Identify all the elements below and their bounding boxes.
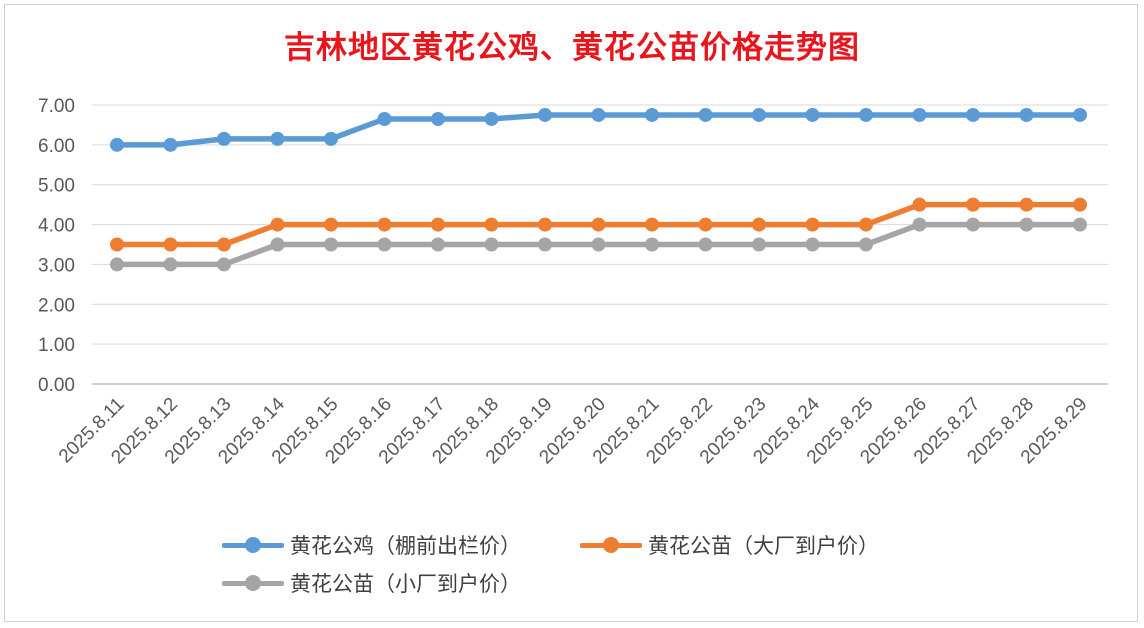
data-point xyxy=(591,237,606,252)
legend-swatch xyxy=(222,535,284,555)
data-point xyxy=(431,111,445,126)
y-axis-ticks: 0.00 1.00 2.00 3.00 4.00 5.00 6.00 7.00 xyxy=(38,96,75,396)
legend-label: 黄花公苗（小厂到户价） xyxy=(290,572,521,596)
data-point xyxy=(859,237,873,252)
legend-item-broiler: 黄花公鸡（棚前出栏价） xyxy=(222,530,521,560)
y-tick-label: 0.00 xyxy=(38,375,75,396)
data-point xyxy=(752,107,766,122)
data-point xyxy=(484,217,499,232)
data-point xyxy=(752,217,766,232)
data-point xyxy=(698,107,713,122)
data-point xyxy=(805,237,820,252)
data-point xyxy=(217,257,231,272)
data-point xyxy=(698,237,713,252)
data-point xyxy=(912,197,927,212)
data-point xyxy=(805,217,820,232)
data-point xyxy=(377,237,392,252)
data-point xyxy=(1073,217,1087,232)
series-lines xyxy=(110,107,1087,272)
data-point xyxy=(538,217,552,232)
data-point xyxy=(110,137,124,152)
y-tick-label: 5.00 xyxy=(38,176,75,197)
data-point xyxy=(966,217,980,232)
data-point xyxy=(270,237,285,252)
data-point xyxy=(1019,107,1034,122)
data-point xyxy=(431,237,445,252)
data-point xyxy=(645,107,659,122)
data-point xyxy=(217,237,231,252)
y-tick-label: 4.00 xyxy=(38,216,75,237)
data-point xyxy=(966,197,980,212)
legend-item-chick-large: 黄花公苗（大厂到户价） xyxy=(580,530,879,560)
data-point xyxy=(270,131,285,146)
data-point xyxy=(431,217,445,232)
data-point xyxy=(324,237,338,252)
data-point xyxy=(645,217,659,232)
data-point xyxy=(912,107,927,122)
data-point xyxy=(538,107,552,122)
data-point xyxy=(484,237,499,252)
series-0 xyxy=(110,107,1087,152)
data-point xyxy=(859,217,873,232)
legend-label: 黄花公鸡（棚前出栏价） xyxy=(290,534,521,558)
series-1 xyxy=(110,197,1087,252)
y-tick-label: 7.00 xyxy=(38,96,75,117)
y-tick-label: 2.00 xyxy=(38,295,75,316)
y-tick-label: 1.00 xyxy=(38,335,75,356)
data-point xyxy=(110,237,124,252)
series-2 xyxy=(110,217,1087,272)
data-point xyxy=(645,237,659,252)
data-point xyxy=(859,107,873,122)
data-point xyxy=(1073,107,1087,122)
y-tick-label: 3.00 xyxy=(38,255,75,276)
data-point xyxy=(377,217,392,232)
data-point xyxy=(805,107,820,122)
data-point xyxy=(538,237,552,252)
data-point xyxy=(270,217,285,232)
legend-label: 黄花公苗（大厂到户价） xyxy=(648,534,879,558)
data-point xyxy=(163,137,178,152)
legend-swatch xyxy=(580,535,642,555)
x-axis-ticks: 2025.8.112025.8.122025.8.132025.8.142025… xyxy=(55,393,1092,468)
data-point xyxy=(110,257,124,272)
y-tick-label: 6.00 xyxy=(38,136,75,157)
data-point xyxy=(377,111,392,126)
chart-title: 吉林地区黄花公鸡、黄花公苗价格走势图 xyxy=(284,30,860,66)
data-point xyxy=(752,237,766,252)
legend-item-chick-small: 黄花公苗（小厂到户价） xyxy=(222,568,521,598)
gridlines xyxy=(92,104,1108,385)
data-point xyxy=(912,217,927,232)
data-point xyxy=(1073,197,1087,212)
data-point xyxy=(217,131,231,146)
data-point xyxy=(484,111,499,126)
data-point xyxy=(1019,197,1034,212)
data-point xyxy=(591,107,606,122)
data-point xyxy=(1019,217,1034,232)
chart-frame xyxy=(4,4,1138,622)
data-point xyxy=(163,257,178,272)
legend-swatch xyxy=(222,573,284,593)
data-point xyxy=(163,237,178,252)
data-point xyxy=(324,131,338,146)
data-point xyxy=(324,217,338,232)
data-point xyxy=(966,107,980,122)
data-point xyxy=(698,217,713,232)
data-point xyxy=(591,217,606,232)
